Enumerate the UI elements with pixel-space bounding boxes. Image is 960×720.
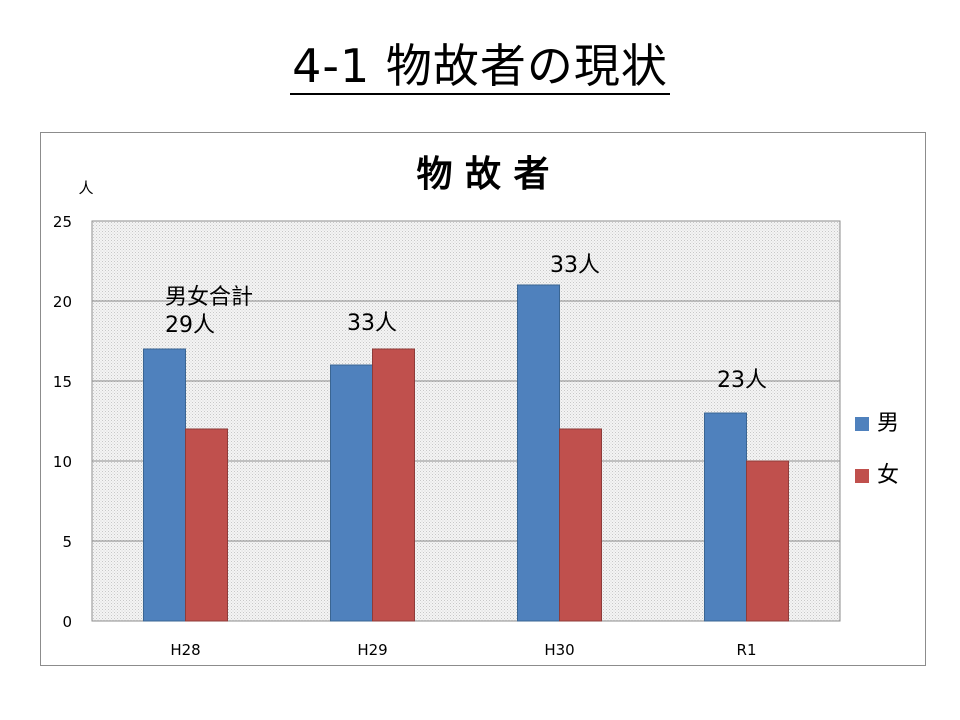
bar-h28-1 xyxy=(185,428,228,622)
total-annotation: 33人 xyxy=(347,311,397,336)
total-annotation: 男女合計 xyxy=(165,285,253,310)
slide-title-text: 4-1 物故者の現状 xyxy=(290,39,670,95)
legend-swatch xyxy=(855,469,869,483)
bar-h30-1 xyxy=(559,428,602,622)
bar-h30-0 xyxy=(517,284,560,622)
legend-swatch xyxy=(855,417,869,431)
legend-label: 男 xyxy=(877,411,899,436)
bar-h29-0 xyxy=(330,364,373,622)
axis-ticks: 0 5 10 15 20 25 H28 H29 H30 R1 xyxy=(53,213,757,659)
x-tick-label: H28 xyxy=(170,641,200,659)
x-tick-label: H30 xyxy=(544,641,574,659)
x-tick-label: R1 xyxy=(737,641,757,659)
bar-h29-1 xyxy=(372,348,415,622)
total-annotation: 23人 xyxy=(717,368,767,393)
y-axis-unit-label: 人 xyxy=(78,179,93,197)
slide-title: 4-1 物故者の現状 xyxy=(0,36,960,96)
y-tick-label: 25 xyxy=(53,213,72,231)
annotations: 男女合計 29人 33人 33人 23人 xyxy=(165,253,767,393)
bars xyxy=(143,284,789,622)
x-tick-label: H29 xyxy=(357,641,387,659)
legend: 男女 xyxy=(855,411,899,488)
chart-title: 物 故 者 xyxy=(416,154,549,195)
total-annotation: 29人 xyxy=(165,313,215,338)
legend-label: 女 xyxy=(877,463,899,488)
y-tick-label: 20 xyxy=(53,293,72,311)
y-tick-label: 5 xyxy=(62,533,72,551)
bar-h28-0 xyxy=(143,348,186,622)
y-tick-label: 15 xyxy=(53,373,72,391)
total-annotation: 33人 xyxy=(550,253,600,278)
bar-r1-0 xyxy=(704,412,747,622)
y-tick-label: 10 xyxy=(53,453,72,471)
y-tick-label: 0 xyxy=(62,613,72,631)
bar-r1-1 xyxy=(746,460,789,622)
